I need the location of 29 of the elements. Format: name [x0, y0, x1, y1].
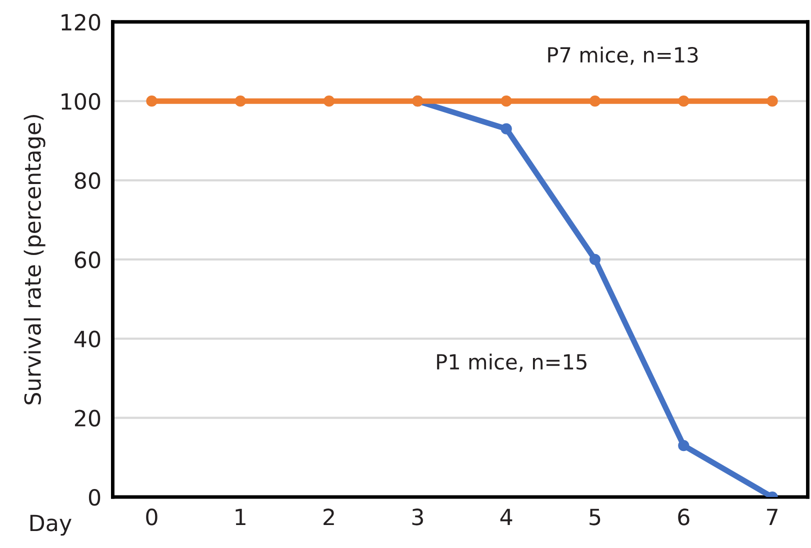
- point: [678, 96, 690, 107]
- point: [500, 96, 512, 107]
- y-tick-label: 100: [62, 93, 100, 110]
- point: [234, 96, 246, 107]
- y-tick-label: 120: [62, 14, 100, 31]
- x-tick-label: 3: [412, 508, 423, 526]
- point: [678, 440, 690, 452]
- y-tick-label: 80: [74, 172, 100, 190]
- point: [589, 96, 601, 107]
- x-tick-label: 6: [678, 508, 690, 526]
- x-tick-label: 7: [767, 508, 778, 526]
- series-label: P7 mice, n=13: [548, 46, 698, 65]
- y-tick-label: 0: [88, 488, 100, 506]
- point: [500, 123, 512, 134]
- point: [766, 96, 778, 107]
- x-tick-label: 0: [146, 508, 158, 526]
- x-tick-label: 1: [236, 508, 246, 526]
- point: [589, 254, 601, 266]
- x-tick-label: 2: [324, 508, 334, 526]
- y-tick-label: 60: [74, 251, 100, 268]
- x-tick-label: 4: [500, 508, 512, 526]
- x-tick-label: 5: [590, 508, 600, 526]
- y-axis-title: Survival rate (percentage): [24, 115, 46, 404]
- point: [146, 96, 158, 107]
- y-tick-label: 40: [74, 330, 100, 348]
- x-axis-title: Day: [30, 514, 72, 536]
- y-tick-label: 20: [74, 410, 100, 427]
- text: P1 mice, n=15: [437, 354, 586, 372]
- point: [323, 96, 335, 107]
